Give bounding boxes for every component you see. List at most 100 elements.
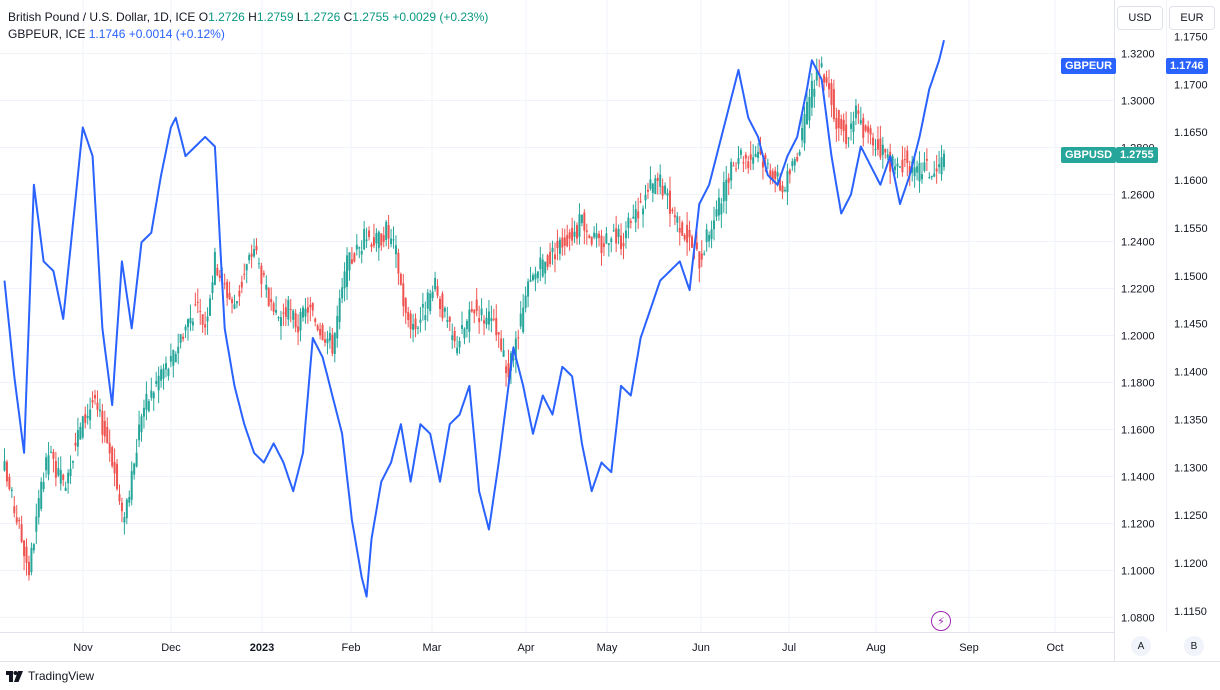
candle-body xyxy=(184,326,187,331)
usd-axis-tick-label: 1.3200 xyxy=(1121,49,1155,61)
candle-body xyxy=(289,309,292,311)
candle-body xyxy=(595,233,598,239)
candle-body xyxy=(243,273,246,275)
candle-body xyxy=(549,251,552,265)
candle-body xyxy=(749,154,752,160)
candle-body xyxy=(776,172,779,177)
candle-body xyxy=(463,328,466,339)
candle-body xyxy=(918,162,921,182)
candle-body xyxy=(561,237,564,248)
legend-open: 1.2726 xyxy=(208,10,245,24)
tradingview-brand[interactable]: TradingView xyxy=(6,669,94,683)
eur-axis-tick-label: 1.1500 xyxy=(1174,271,1208,283)
candle-body xyxy=(164,363,167,370)
candle-body xyxy=(174,353,177,363)
candle-body xyxy=(441,293,444,319)
scale-a-button[interactable]: A xyxy=(1131,636,1151,656)
candle-body xyxy=(8,476,11,489)
candle-body xyxy=(10,489,13,491)
candle-body xyxy=(355,244,358,250)
usd-axis-tick-label: 1.1600 xyxy=(1121,424,1155,436)
candle-body xyxy=(245,264,248,271)
candle-body xyxy=(869,128,872,135)
usd-scale-button[interactable]: USD xyxy=(1117,6,1163,30)
candle-body xyxy=(438,298,441,310)
candle-body xyxy=(331,334,334,354)
candle-body xyxy=(412,324,415,330)
eur-scale-button[interactable]: EUR xyxy=(1169,6,1215,30)
candle-body xyxy=(590,236,593,245)
candle-body xyxy=(402,283,405,307)
candle-body xyxy=(248,255,251,261)
candle-body xyxy=(319,328,322,336)
candle-body xyxy=(142,407,145,417)
candle-body xyxy=(788,169,791,175)
candle-body xyxy=(231,299,234,304)
candle-body xyxy=(558,239,561,254)
usd-axis-tick-label: 1.3000 xyxy=(1121,96,1155,108)
chart-legend: British Pound / U.S. Dollar, 1D, ICE O1.… xyxy=(8,9,488,43)
candle-body xyxy=(138,424,141,441)
candle-body xyxy=(568,232,571,239)
candle-body xyxy=(666,193,669,196)
candle-body xyxy=(54,460,57,478)
candle-body xyxy=(744,154,747,159)
candle-body xyxy=(896,163,899,167)
time-axis-label: Nov xyxy=(73,642,93,654)
legend-main-title: British Pound / U.S. Dollar, 1D, ICE xyxy=(8,10,196,24)
candle-body xyxy=(798,151,801,156)
candle-body xyxy=(282,312,285,314)
candle-body xyxy=(257,263,260,265)
candle-body xyxy=(490,318,493,321)
candle-body xyxy=(825,77,828,83)
candle-body xyxy=(343,271,346,289)
candle-body xyxy=(529,279,532,282)
candle-body xyxy=(717,197,720,216)
candle-body xyxy=(458,340,461,348)
candle-body xyxy=(546,255,549,267)
candle-body xyxy=(45,457,48,471)
candle-body xyxy=(854,105,857,119)
candle-body xyxy=(813,88,816,97)
candle-body xyxy=(659,174,662,187)
scale-b-button[interactable]: B xyxy=(1184,636,1204,656)
candle-body xyxy=(612,230,615,232)
candle-body xyxy=(321,324,324,341)
candle-body xyxy=(213,252,216,285)
candle-body xyxy=(250,253,253,257)
candle-body xyxy=(358,247,361,249)
candle-body xyxy=(326,338,329,344)
candle-body xyxy=(113,462,116,474)
candle-body xyxy=(933,173,936,177)
candle-body xyxy=(842,119,845,132)
candle-body xyxy=(879,138,882,158)
lightning-icon[interactable]: ⚡ xyxy=(931,611,951,631)
candle-body xyxy=(837,110,840,129)
gbpeur-name-badge: GBPEUR xyxy=(1061,58,1117,74)
candle-body xyxy=(796,156,799,161)
candle-body xyxy=(30,547,33,573)
price-chart[interactable]: 1.32001.30001.28001.26001.24001.22001.20… xyxy=(0,0,1220,661)
candle-body xyxy=(40,481,43,509)
candle-body xyxy=(629,221,632,223)
candle-body xyxy=(297,326,300,333)
candle-body xyxy=(204,324,207,328)
candle-body xyxy=(512,358,515,361)
time-axis-label: Feb xyxy=(342,642,361,654)
candle-body xyxy=(786,171,789,193)
time-axis-label: 2023 xyxy=(250,642,274,654)
candle-body xyxy=(639,201,642,203)
eur-axis-tick-label: 1.1600 xyxy=(1174,175,1208,187)
candle-body xyxy=(867,126,870,133)
candle-body xyxy=(527,281,530,297)
candle-body xyxy=(605,233,608,244)
candle-body xyxy=(382,235,385,242)
candle-body xyxy=(167,368,170,376)
candle-body xyxy=(42,482,45,490)
candle-body xyxy=(747,161,750,169)
candle-body xyxy=(857,110,860,114)
candle-body xyxy=(416,327,419,329)
candle-body xyxy=(925,159,928,161)
candle-body xyxy=(443,308,446,312)
legend-low: 1.2726 xyxy=(303,10,341,24)
